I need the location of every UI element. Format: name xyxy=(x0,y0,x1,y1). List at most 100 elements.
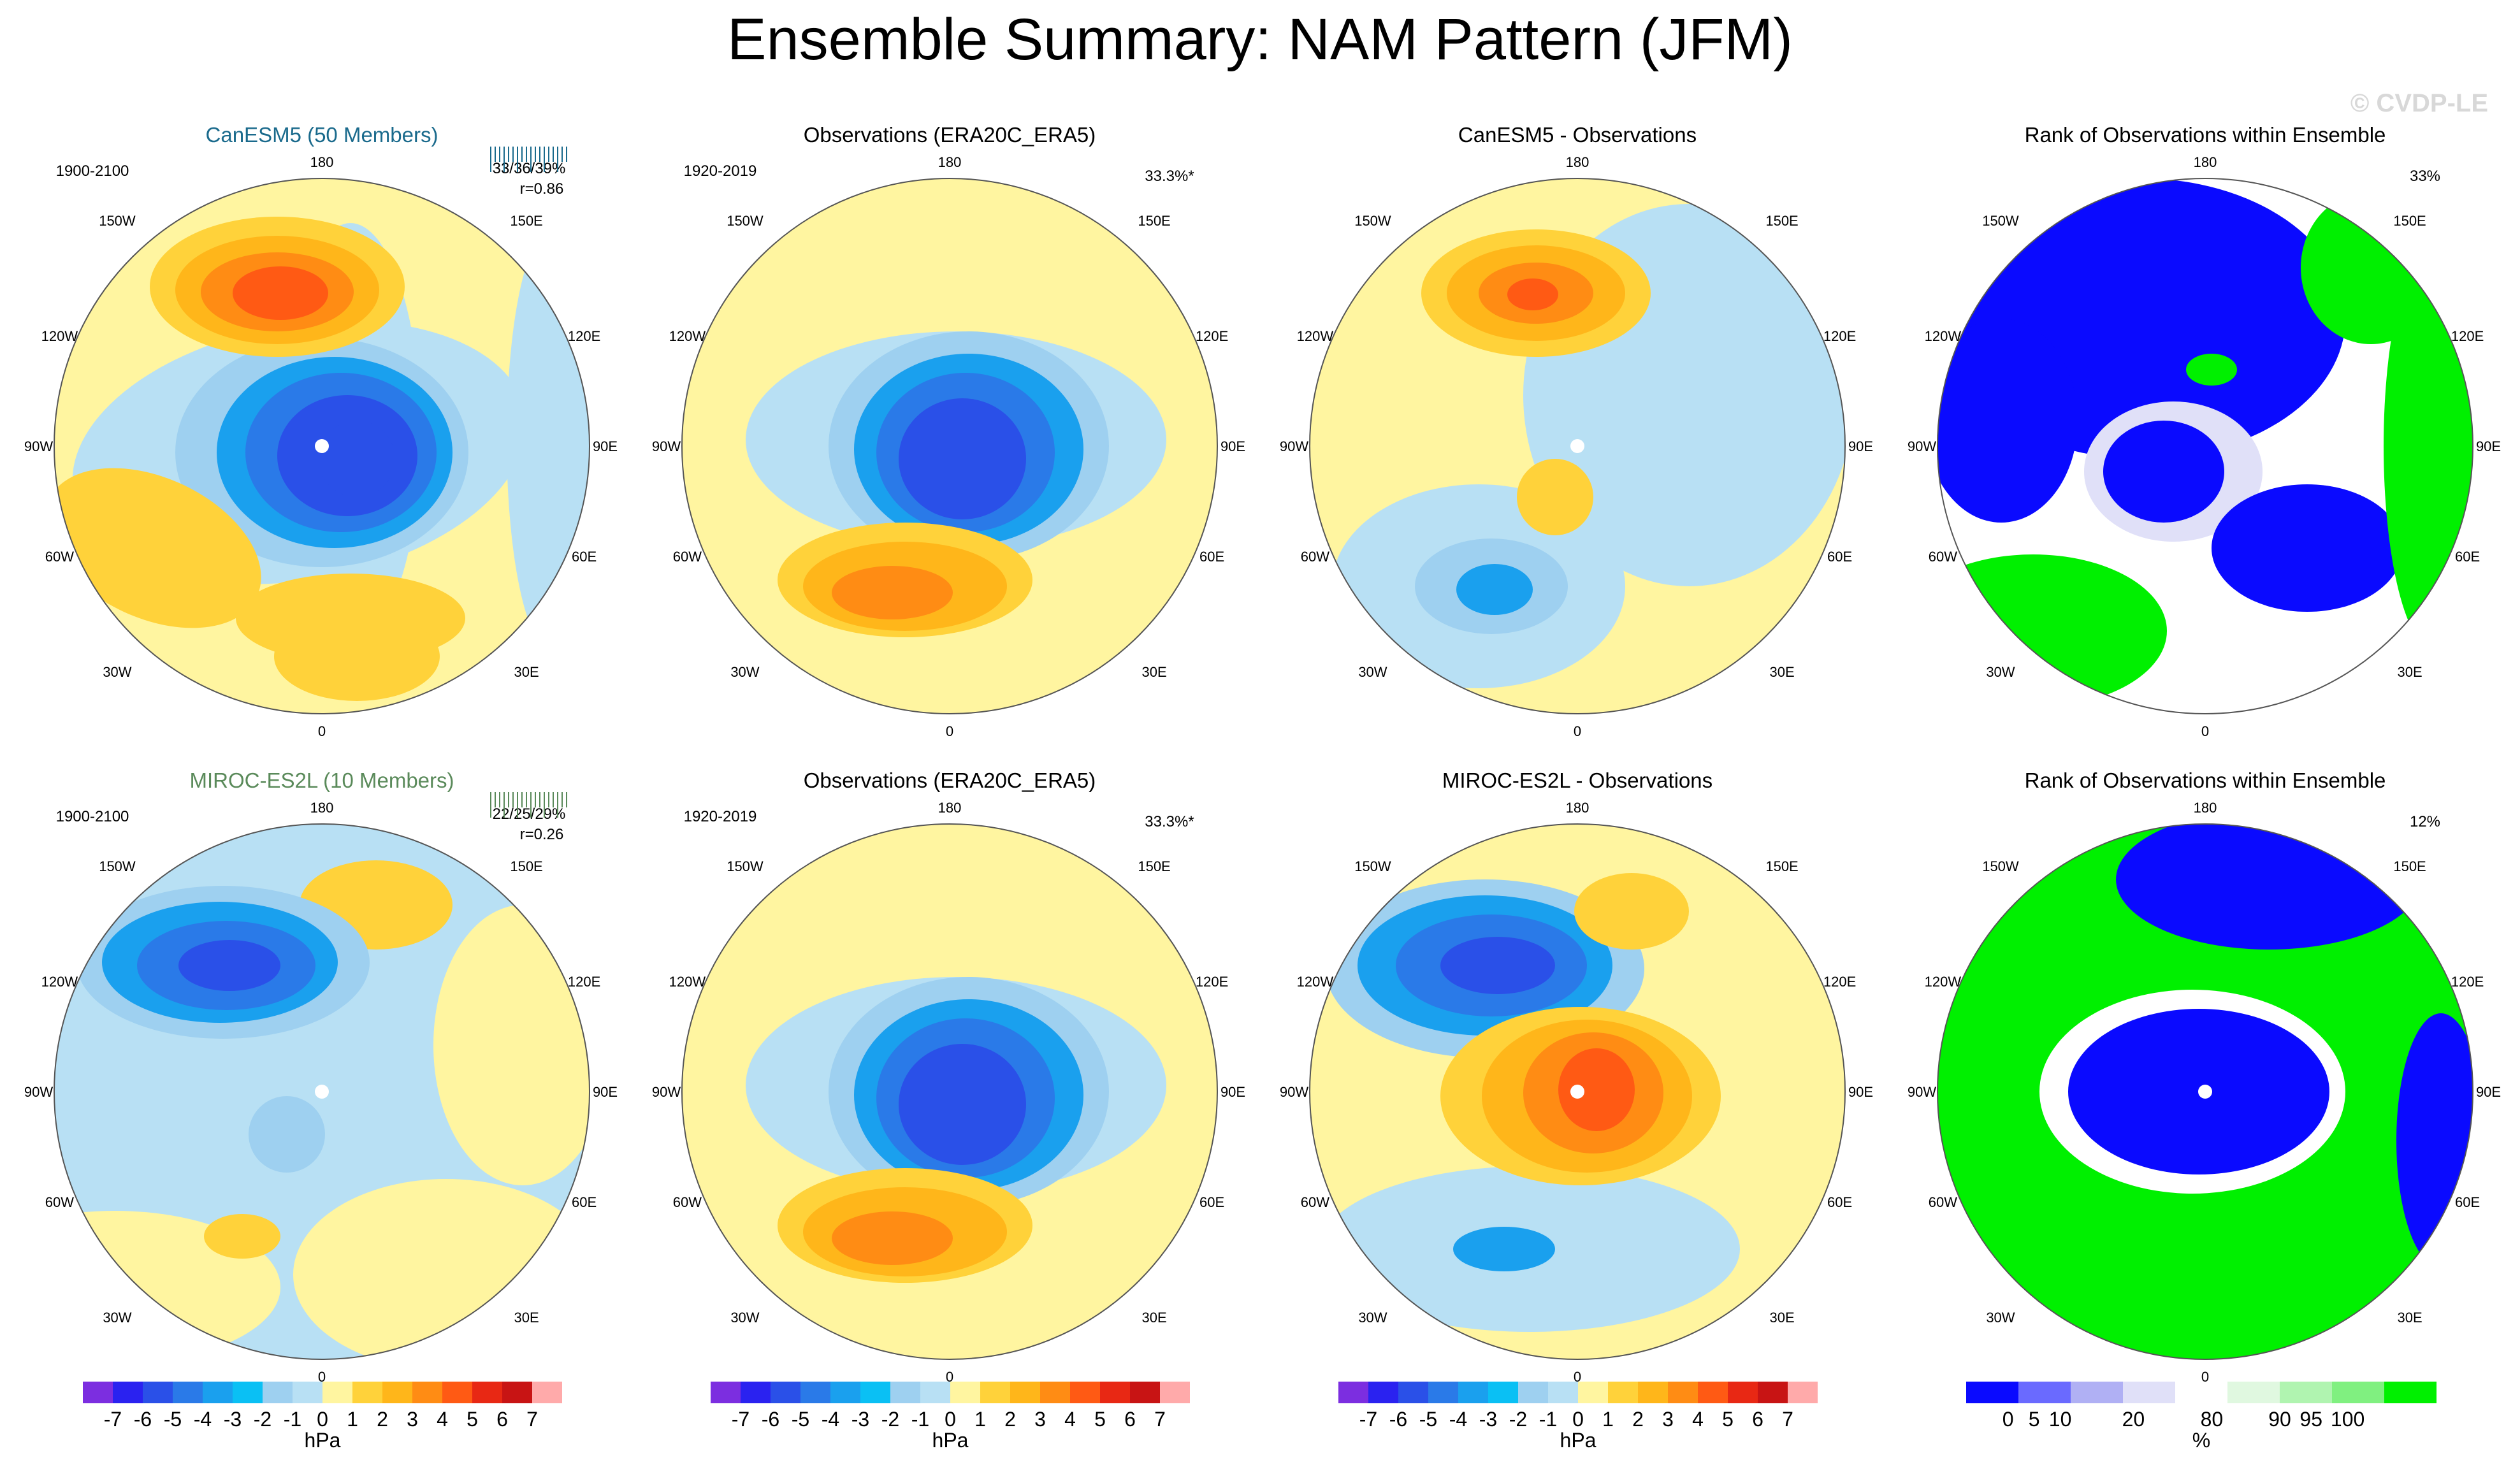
colorbar-swatch xyxy=(830,1382,860,1403)
colorbar-swatch xyxy=(1488,1382,1518,1403)
lon-label: 30E xyxy=(514,664,539,680)
panel-title: Rank of Observations within Ensemble xyxy=(2025,769,2386,792)
colorbar-tick-label: 2 xyxy=(377,1408,388,1431)
colorbar-swatch xyxy=(293,1382,322,1403)
map-panel-rank-1 xyxy=(1937,178,2473,714)
lon-label: 150W xyxy=(1982,858,2019,874)
lon-label: 90W xyxy=(1908,438,1936,454)
map-panel-miroc-minus-obs xyxy=(1309,823,1846,1360)
lon-label: 90W xyxy=(24,438,53,454)
colorbar-swatch xyxy=(352,1382,382,1403)
lon-label: 30W xyxy=(1986,1310,2015,1326)
lon-label: 0 xyxy=(2201,723,2209,739)
colorbar-tick-label: 95 xyxy=(2299,1408,2322,1431)
colorbar-swatch xyxy=(113,1382,143,1403)
panel-title: Rank of Observations within Ensemble xyxy=(2025,123,2386,147)
pattern-correlation: r=0.26 xyxy=(520,826,564,843)
map-panel-observations-1 xyxy=(681,178,1218,714)
lon-label: 120W xyxy=(41,328,78,344)
watermark: © CVDP-LE xyxy=(2350,89,2488,117)
colorbar-tick-label: 3 xyxy=(1034,1408,1046,1431)
map-panel-miroc xyxy=(54,823,590,1360)
colorbar-swatch xyxy=(173,1382,203,1403)
colorbar-swatch xyxy=(322,1382,352,1403)
lon-label: 180 xyxy=(2194,154,2217,170)
colorbar-swatch xyxy=(1788,1382,1818,1403)
lon-label: 60W xyxy=(673,549,702,565)
lon-label: 120E xyxy=(2451,974,2484,990)
colorbar-tick-label: 7 xyxy=(526,1408,538,1431)
panel-title: MIROC-ES2L - Observations xyxy=(1442,769,1713,792)
lon-label: 150W xyxy=(727,213,764,229)
colorbar-swatch xyxy=(143,1382,173,1403)
colorbar-tick-label: 0 xyxy=(1572,1408,1584,1431)
colorbar-swatch xyxy=(2071,1382,2123,1403)
colorbar-swatch xyxy=(382,1382,412,1403)
lon-label: 150E xyxy=(510,213,542,229)
explained-variance: 33.3%* xyxy=(1145,168,1194,185)
colorbar-tick-label: 7 xyxy=(1154,1408,1166,1431)
panel-title: CanESM5 (50 Members) xyxy=(206,123,438,147)
colorbar-tick-label: 0 xyxy=(317,1408,328,1431)
colorbar-tick-label: -4 xyxy=(194,1408,212,1431)
colorbar-tick-label: 5 xyxy=(1722,1408,1734,1431)
explained-variance: 33.3%* xyxy=(1145,813,1194,830)
lon-label: 90E xyxy=(593,438,618,454)
lon-label: 90W xyxy=(1908,1084,1936,1100)
colorbar-swatch xyxy=(2227,1382,2280,1403)
colorbar-swatch xyxy=(412,1382,442,1403)
colorbar-swatch xyxy=(472,1382,502,1403)
colorbar-tick-label: -7 xyxy=(104,1408,122,1431)
colorbar-tick-label: 6 xyxy=(496,1408,508,1431)
colorbar-tick-label: -7 xyxy=(1359,1408,1377,1431)
lon-label: 120W xyxy=(1297,974,1334,990)
map-panel-canesm5 xyxy=(54,178,590,714)
colorbar-tick-label: -3 xyxy=(1479,1408,1497,1431)
colorbar-tick-label: -2 xyxy=(1509,1408,1527,1431)
colorbar-tick-label: 0 xyxy=(2002,1408,2014,1431)
colorbar-tick-label: 6 xyxy=(1124,1408,1136,1431)
lon-label: 150W xyxy=(1354,213,1391,229)
colorbar-swatch xyxy=(502,1382,532,1403)
lon-label: 0 xyxy=(318,723,326,739)
lon-label: 90W xyxy=(652,438,681,454)
colorbar-tick-label: 7 xyxy=(1782,1408,1793,1431)
colorbar-swatch xyxy=(1338,1382,1368,1403)
colorbar-swatch xyxy=(950,1382,980,1403)
lon-label: 180 xyxy=(1566,800,1589,816)
colorbar-tick-label: 0 xyxy=(945,1408,956,1431)
panel-period: 1900-2100 xyxy=(56,808,129,825)
colorbar-tick-label: 1 xyxy=(1602,1408,1614,1431)
colorbar-tick-label: 100 xyxy=(2331,1408,2364,1431)
panel-title: Observations (ERA20C_ERA5) xyxy=(804,769,1096,792)
lon-label: 120W xyxy=(1925,974,1962,990)
lon-label: 30E xyxy=(2397,1310,2422,1326)
colorbar-tick-label: 10 xyxy=(2049,1408,2072,1431)
lon-label: 60W xyxy=(673,1194,702,1210)
colorbar-swatch xyxy=(860,1382,890,1403)
lon-label: 120E xyxy=(1196,974,1228,990)
colorbar-swatch xyxy=(1966,1382,2018,1403)
colorbar-swatch xyxy=(532,1382,562,1403)
lon-label: 150E xyxy=(1138,213,1170,229)
colorbar-tick-label: -3 xyxy=(224,1408,242,1431)
lon-label: 150E xyxy=(2393,213,2426,229)
colorbar-swatch xyxy=(1160,1382,1190,1403)
lon-label: 0 xyxy=(2201,1369,2209,1385)
colorbar-tick-label: 2 xyxy=(1004,1408,1016,1431)
lon-label: 0 xyxy=(1574,723,1581,739)
lon-label: 90E xyxy=(1220,438,1245,454)
colorbar-tick-label: -6 xyxy=(134,1408,152,1431)
colorbar-tick-label: 4 xyxy=(1692,1408,1704,1431)
colorbar-swatch xyxy=(920,1382,950,1403)
colorbar-tick-label: -2 xyxy=(254,1408,272,1431)
colorbar-swatch xyxy=(2175,1382,2227,1403)
colorbar-swatch xyxy=(1458,1382,1488,1403)
lon-label: 120E xyxy=(1196,328,1228,344)
lon-label: 90E xyxy=(1220,1084,1245,1100)
lon-label: 60W xyxy=(1301,1194,1329,1210)
lon-label: 150W xyxy=(99,858,136,874)
colorbar-tick-label: 6 xyxy=(1752,1408,1763,1431)
colorbar-swatch xyxy=(233,1382,263,1403)
panel-period: 1920-2019 xyxy=(684,163,757,180)
